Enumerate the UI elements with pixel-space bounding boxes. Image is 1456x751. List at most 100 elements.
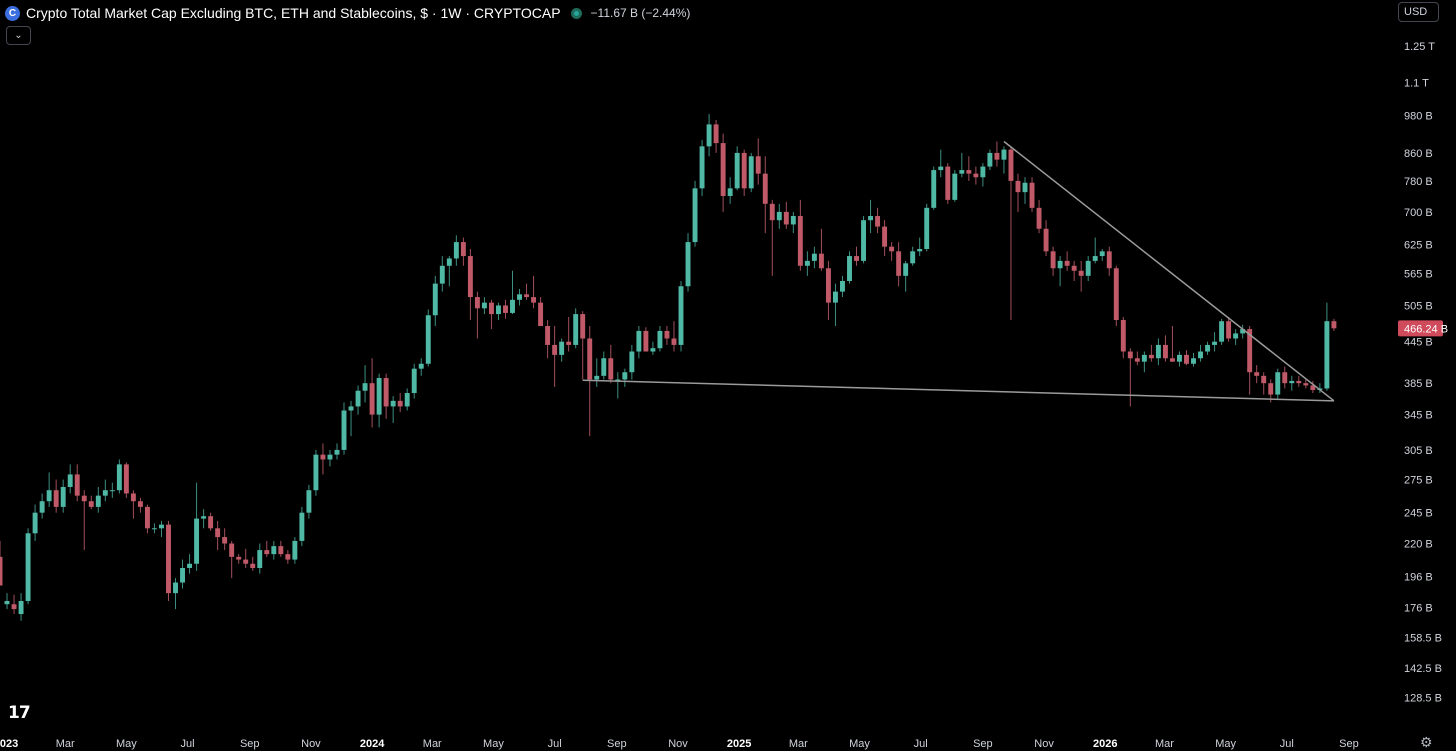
- candle-body: [88, 501, 94, 507]
- candle: [559, 338, 565, 362]
- candle: [130, 490, 136, 519]
- candle: [1071, 260, 1077, 281]
- candle-body: [194, 518, 200, 564]
- candle: [734, 146, 740, 191]
- candle-body: [973, 173, 979, 178]
- candle: [383, 373, 389, 419]
- candle-body: [1310, 385, 1316, 390]
- candle-body: [1134, 358, 1140, 362]
- candle-body: [159, 524, 164, 529]
- candle-body: [538, 302, 544, 327]
- price-tick-label: 700 B: [1404, 207, 1433, 219]
- time-axis: 2023 Mar May Jul Sep Nov 2024 Mar May Jul Sep Nov 20…: [0, 738, 1359, 750]
- time-tick-label: Sep: [1339, 738, 1359, 750]
- candle-body: [1113, 268, 1119, 320]
- candle: [1127, 348, 1133, 407]
- candle-body: [18, 601, 24, 615]
- candle: [1155, 338, 1161, 366]
- candle-body: [699, 146, 705, 189]
- candle: [896, 242, 902, 287]
- candle: [411, 363, 417, 399]
- candle: [1219, 318, 1225, 345]
- price-tick-label: 158.5 B: [1404, 632, 1442, 644]
- candle: [797, 199, 803, 271]
- candle-body: [1141, 354, 1147, 362]
- cryptocap-logo-icon: C: [5, 5, 20, 21]
- time-tick-label: 2023: [0, 738, 18, 750]
- candle: [840, 275, 845, 298]
- candle: [53, 479, 59, 513]
- candle-body: [144, 506, 150, 529]
- candle-body: [418, 363, 424, 369]
- candle-body: [481, 302, 487, 309]
- currency-selector[interactable]: USD: [1398, 2, 1439, 22]
- gear-icon[interactable]: ⚙: [1420, 734, 1433, 750]
- candle: [334, 443, 340, 460]
- candle: [1169, 326, 1175, 362]
- candle: [1113, 265, 1119, 327]
- candle-body: [664, 330, 670, 339]
- candle-body: [1064, 260, 1070, 266]
- candle-body: [601, 358, 607, 376]
- time-tick-label: May: [483, 738, 504, 750]
- candle-body: [1001, 149, 1007, 160]
- candle: [552, 326, 558, 387]
- candle: [629, 344, 635, 380]
- candle-body: [987, 152, 993, 167]
- candle-body: [755, 156, 761, 174]
- currency-label: USD: [1404, 6, 1428, 18]
- candle: [67, 464, 73, 494]
- price-tick-label: 445 B: [1404, 337, 1433, 349]
- candle: [1043, 220, 1049, 257]
- candle: [425, 309, 431, 367]
- time-tick-label: Mar: [56, 738, 75, 750]
- candle: [488, 299, 494, 330]
- candle: [88, 495, 94, 510]
- candle-body: [945, 166, 951, 200]
- time-tick-label: Jul: [181, 738, 195, 750]
- candle-body: [580, 314, 586, 339]
- candle: [1008, 146, 1014, 320]
- candle-body: [727, 188, 733, 196]
- candle-body: [1169, 358, 1175, 362]
- candle-body: [657, 330, 663, 349]
- candle-body: [1184, 354, 1189, 364]
- candle: [32, 504, 38, 541]
- candle: [1162, 335, 1168, 362]
- candle: [811, 246, 817, 269]
- candle: [889, 242, 895, 261]
- candle: [755, 138, 761, 185]
- candle: [151, 523, 157, 534]
- candle-body: [439, 265, 445, 284]
- candle: [229, 540, 235, 579]
- candle: [1148, 344, 1154, 362]
- price-tick-label: 345 B: [1404, 410, 1433, 422]
- candle-body: [1289, 380, 1295, 384]
- candle: [622, 368, 628, 387]
- candle-body: [348, 406, 354, 411]
- symbol-title[interactable]: Crypto Total Market Cap Excluding BTC, E…: [26, 5, 561, 21]
- tradingview-logo[interactable]: 17: [8, 703, 31, 723]
- candle-body: [151, 528, 157, 530]
- candle-body: [1275, 372, 1281, 395]
- collapse-legend-button[interactable]: ⌄: [6, 26, 31, 45]
- price-tick-label: 780 B: [1404, 176, 1433, 188]
- trendlines-layer: [582, 140, 1335, 402]
- candle: [790, 211, 796, 234]
- candle: [271, 540, 277, 560]
- candle-body: [376, 378, 382, 415]
- candle-body: [60, 486, 66, 507]
- candle: [1191, 352, 1196, 367]
- candle-body: [1219, 321, 1225, 342]
- candle: [854, 246, 859, 266]
- candle-body: [566, 341, 572, 345]
- candle-body: [229, 543, 235, 557]
- candle-body: [474, 297, 480, 309]
- candle: [868, 199, 874, 234]
- candle-body: [1191, 358, 1196, 364]
- candle: [201, 509, 207, 529]
- candle: [397, 393, 403, 413]
- candle: [938, 149, 944, 178]
- candle-body: [875, 216, 881, 227]
